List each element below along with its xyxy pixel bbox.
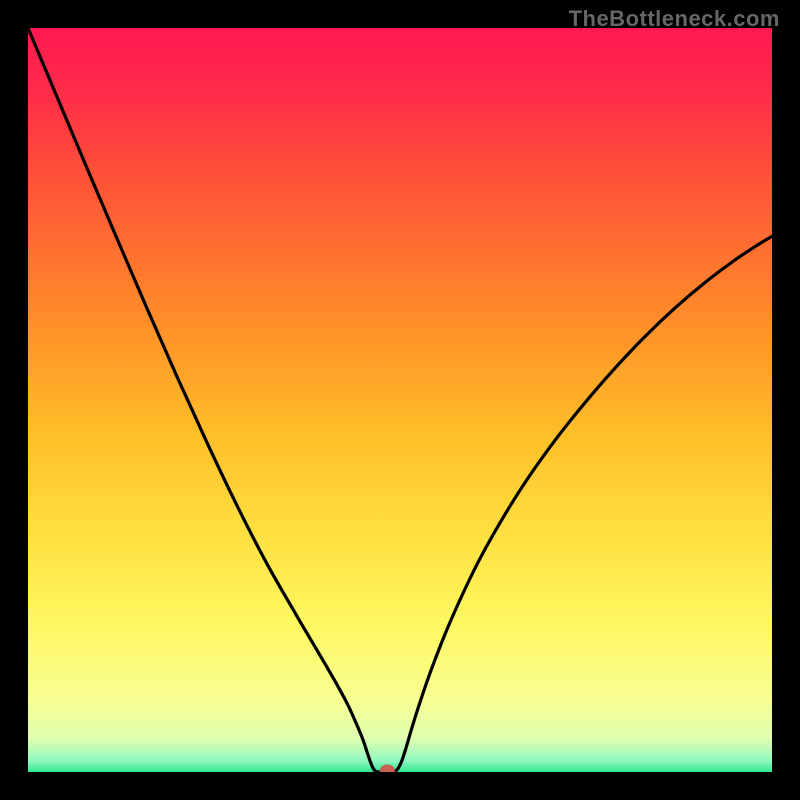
chart-svg — [28, 28, 772, 772]
chart-frame: TheBottleneck.com — [0, 0, 800, 800]
watermark-text: TheBottleneck.com — [569, 6, 780, 32]
plot-area — [28, 28, 772, 772]
gradient-background — [28, 28, 772, 772]
